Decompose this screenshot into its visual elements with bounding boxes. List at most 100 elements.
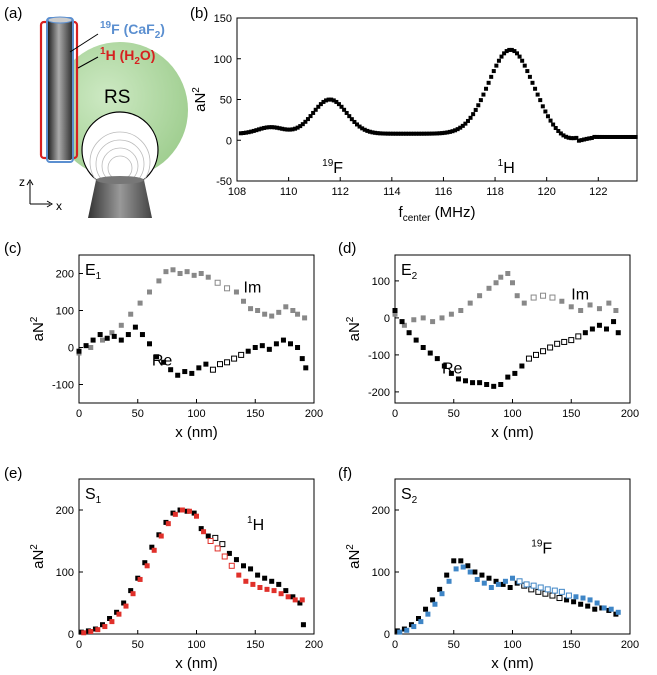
data-point	[280, 126, 285, 131]
data-point	[347, 114, 352, 119]
data-point	[458, 558, 464, 564]
data-point	[249, 129, 254, 134]
x-tick-label: 150	[562, 408, 580, 420]
data-point	[530, 582, 537, 589]
data-point	[479, 572, 485, 578]
panel-label-f: (f)	[338, 465, 352, 482]
data-point	[615, 330, 621, 336]
data-point	[538, 98, 543, 103]
data-point	[406, 330, 412, 336]
data-point	[451, 558, 457, 564]
data-point	[584, 136, 589, 141]
data-point	[221, 553, 228, 560]
data-point	[198, 271, 204, 276]
x-axis-label: x (nm)	[175, 424, 218, 441]
data-point	[404, 627, 410, 633]
data-point	[463, 378, 468, 384]
data-point	[585, 603, 591, 609]
data-point	[90, 337, 96, 343]
data-point	[290, 594, 296, 600]
data-point	[502, 51, 507, 56]
data-point	[486, 80, 491, 85]
data-point	[177, 271, 183, 276]
annotation: Re	[442, 360, 463, 377]
data-point	[137, 576, 143, 582]
data-point	[290, 308, 296, 313]
x-tick-label: 112	[331, 186, 349, 198]
data-point	[288, 341, 293, 347]
data-point	[277, 126, 282, 131]
data-point	[520, 58, 525, 63]
data-point	[326, 97, 331, 102]
data-point	[514, 293, 520, 299]
data-point	[137, 300, 143, 306]
data-point	[606, 300, 612, 306]
y-tick-label: -100	[52, 380, 74, 392]
data-point	[313, 107, 318, 112]
data-point	[610, 134, 615, 139]
data-point	[276, 581, 282, 587]
data-point	[553, 125, 558, 130]
data-point	[422, 131, 427, 136]
data-point	[509, 47, 514, 52]
data-point	[427, 131, 432, 136]
objective-cone	[88, 180, 152, 218]
data-point	[299, 597, 305, 603]
data-point	[300, 622, 306, 628]
data-point	[445, 130, 450, 135]
data-point	[241, 563, 246, 569]
data-point	[205, 533, 211, 539]
data-point	[488, 585, 494, 590]
data-point	[252, 345, 258, 350]
data-point	[109, 330, 115, 336]
data-point	[128, 588, 134, 594]
data-point	[575, 333, 582, 340]
h2o-pointer	[77, 56, 99, 69]
data-point	[355, 122, 359, 127]
x-tick-label: 200	[305, 639, 323, 651]
data-point	[453, 128, 458, 133]
data-point	[448, 370, 454, 376]
data-point	[212, 534, 219, 541]
data-point	[423, 606, 429, 612]
data-point	[250, 581, 256, 587]
data-point	[278, 591, 284, 597]
data-point	[430, 597, 436, 603]
data-point	[477, 380, 483, 386]
tip-tube	[48, 20, 72, 160]
data-point	[444, 572, 450, 578]
data-point	[495, 581, 501, 587]
data-point	[269, 125, 274, 130]
data-point	[255, 308, 261, 313]
data-point	[418, 619, 424, 625]
data-point	[543, 109, 548, 114]
data-point	[367, 129, 372, 134]
data-point	[238, 351, 245, 358]
data-point	[271, 588, 277, 594]
annotation: Im	[571, 286, 589, 303]
y-tick-label: -200	[368, 387, 390, 399]
data-point	[615, 134, 620, 139]
data-point	[424, 131, 429, 136]
data-point	[175, 372, 181, 378]
data-point	[144, 563, 150, 569]
data-point	[396, 131, 401, 136]
data-point	[198, 526, 204, 532]
data-point	[121, 600, 127, 606]
data-point	[516, 578, 523, 585]
x-tick-label: 120	[537, 186, 555, 198]
data-point	[607, 134, 612, 139]
data-point	[486, 575, 492, 581]
x-tick-label: 118	[486, 186, 504, 198]
data-point	[380, 131, 385, 136]
x-tick-label: 100	[187, 639, 205, 651]
data-point	[476, 103, 481, 108]
data-point	[285, 594, 291, 600]
data-point	[519, 363, 525, 369]
data-point	[283, 588, 289, 594]
data-point	[458, 125, 463, 130]
data-point	[434, 356, 440, 362]
data-point	[416, 616, 421, 621]
data-point	[219, 541, 226, 548]
